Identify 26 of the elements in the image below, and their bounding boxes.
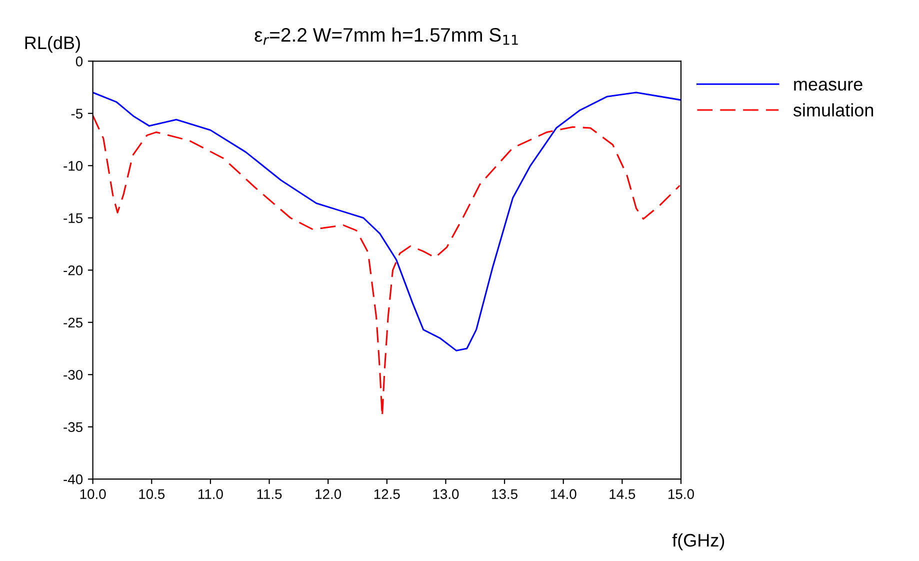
- legend-label: simulation: [793, 103, 874, 117]
- line-series: [92, 92, 681, 352]
- y-tick-label: -15: [64, 213, 83, 224]
- legend-label: measure: [794, 80, 862, 91]
- y-axis-title: RL(dB): [25, 36, 80, 53]
- x-tick-label: 10.5: [139, 489, 165, 500]
- x-tick-label: 13.5: [492, 489, 518, 500]
- y-tick-label: -30: [64, 370, 83, 380]
- x-tick-label: 13.0: [433, 489, 459, 500]
- y-tick-label: -25: [64, 318, 83, 328]
- x-tick-label: 11.5: [257, 489, 282, 500]
- x-tick-label: 10.0: [80, 489, 106, 500]
- chart-title: ε$_{r}$=2.2 W=7mm h=1.57mm S$_{11}$: [254, 28, 518, 45]
- y-tick-label: 0: [76, 56, 83, 66]
- x-tick-label: 14.5: [610, 489, 636, 500]
- y-tick-label: -10: [64, 160, 83, 171]
- x-tick-label: 12.0: [316, 489, 342, 500]
- y-tick-label: -40: [64, 474, 83, 484]
- x-tick-label: 12.5: [374, 489, 400, 500]
- y-tick-label: -5: [71, 108, 83, 119]
- x-tick-label: 14.0: [550, 489, 576, 500]
- x-tick-label: 11.0: [198, 489, 223, 500]
- y-tick-label: -20: [64, 265, 83, 276]
- x-tick-label: 15.0: [668, 489, 694, 500]
- y-tick-label: -35: [64, 422, 83, 432]
- x-axis-title: f(GHz): [672, 533, 724, 550]
